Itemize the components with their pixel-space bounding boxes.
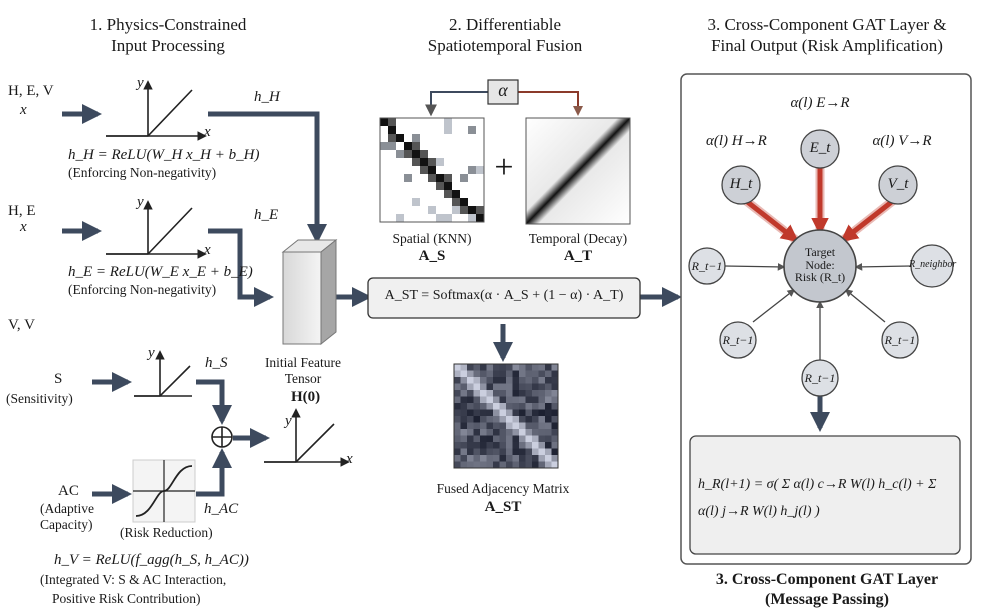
node-r5 — [801, 359, 839, 397]
alpha-symbol: α — [498, 80, 508, 100]
input-hev-x: x — [20, 102, 27, 118]
gat-caption-1: 3. Cross-Component GAT Layer — [715, 571, 939, 588]
h-v-note2: Positive Risk Contribution) — [52, 591, 201, 606]
oplus-symbol — [211, 426, 233, 448]
axis-y-out: y — [285, 413, 292, 429]
section1-title: 1. Physics-Constrained Input Processing — [89, 15, 247, 55]
gat-caption-2: (Message Passing) — [765, 591, 889, 608]
neighbor-arrows — [723, 262, 912, 360]
neighbor-label-3: R_t−1 — [722, 333, 754, 347]
h-v-equation: h_V = ReLU(f_agg(h_S, h_AC)) — [54, 552, 249, 568]
input-ac-risk: (Risk Reduction) — [120, 525, 213, 540]
temporal-label: Temporal (Decay) — [528, 231, 628, 246]
axis-y-h: y — [137, 75, 144, 91]
h-v-note1: (Integrated V: S & AC Interaction, — [40, 572, 227, 587]
update-equation-box — [689, 435, 961, 555]
relu-plot-s — [134, 350, 192, 397]
h-e-label: h_E — [254, 207, 279, 223]
spatial-symbol: A_S — [418, 248, 446, 264]
alpha-e-label: α(l) E→R — [790, 95, 850, 111]
input-he-label: H, E — [8, 203, 36, 219]
spatial-label: Spatial (KNN) — [392, 231, 472, 246]
neighbor-label-5: R_t−1 — [804, 371, 836, 385]
node-r3 — [719, 321, 757, 359]
h-e-note: (Enforcing Non-negativity) — [68, 282, 217, 297]
node-r4 — [881, 321, 919, 359]
axis-y-e: y — [137, 194, 144, 210]
neighbor-label-1: R_t−1 — [691, 259, 723, 273]
fusion-equation: A_ST = Softmax(α · A_S + (1 − α) · A_T) — [384, 288, 624, 303]
alpha-v-label: α(l) V→R — [872, 133, 932, 149]
temporal-symbol: A_T — [563, 248, 593, 264]
node-e-label: E_t — [809, 140, 831, 156]
neighbor-label-4: R_t−1 — [884, 333, 916, 347]
plus-symbol: + — [494, 149, 514, 186]
input-arrows — [62, 104, 682, 504]
neighbor-label-2: R_neighbor — [909, 259, 957, 270]
input-hev-label: H, E, V — [8, 83, 54, 99]
node-e — [800, 129, 840, 169]
h-e-equation: h_E = ReLU(W_E x_E + b_E) — [68, 264, 253, 280]
spatial-matrix — [379, 117, 485, 223]
input-ac-sub1: (Adaptive — [40, 501, 94, 516]
axis-x-e: x — [204, 242, 211, 258]
section3-title: 3. Cross-Component GAT Layer & Final Outp… — [707, 15, 947, 55]
fused-matrix — [453, 363, 559, 469]
relu-plot-h — [106, 80, 207, 141]
h-h-label: h_H — [254, 89, 280, 105]
attention-arrows — [742, 166, 897, 244]
node-r1 — [688, 247, 726, 285]
axis-y-s: y — [148, 345, 155, 361]
target-node-label: Target Node: Risk (R_t) — [794, 245, 846, 285]
node-v-label: V_t — [887, 176, 909, 192]
input-ac-label: AC — [58, 483, 79, 499]
h-h-equation: h_H = ReLU(W_H x_H + b_H) — [68, 147, 260, 163]
node-v — [878, 165, 918, 205]
input-ac-sub2: Capacity) — [40, 517, 93, 532]
input-vv-label: V, V — [8, 317, 35, 333]
alpha-connector — [425, 79, 583, 117]
h-s-label: h_S — [205, 355, 228, 371]
input-s-sub: (Sensitivity) — [6, 391, 73, 406]
update-equation: h_R(l+1) = σ( Σ α(l) c→R W(l) h_c(l) + Σ… — [698, 477, 937, 519]
tensor-symbol: H(0) — [291, 389, 321, 405]
input-he-x: x — [20, 219, 27, 235]
gat-nodes — [688, 129, 954, 397]
relu-plot-out — [264, 408, 350, 467]
node-r2 — [910, 244, 954, 288]
h-h-note: (Enforcing Non-negativity) — [68, 165, 217, 180]
axis-x-out: x — [346, 451, 353, 467]
node-h — [721, 165, 761, 205]
temporal-matrix — [525, 117, 631, 225]
feature-tensor-box — [281, 238, 338, 346]
node-target — [783, 229, 857, 303]
axis-x-h: x — [204, 124, 211, 140]
fused-label: Fused Adjacency Matrix — [436, 481, 570, 496]
alpha-h-label: α(l) H→R — [706, 133, 767, 149]
node-h-label: H_t — [729, 176, 753, 192]
input-s-label: S — [54, 371, 63, 387]
fused-symbol: A_ST — [484, 499, 522, 515]
relu-plot-e — [106, 200, 207, 259]
section2-title: 2. Differentiable Spatiotemporal Fusion — [427, 15, 583, 55]
fusion-equation-box — [367, 277, 641, 319]
sigmoid-plot-ac — [132, 459, 196, 523]
h-ac-label: h_AC — [204, 501, 239, 517]
tensor-label: Initial Feature Tensor — [264, 355, 342, 387]
